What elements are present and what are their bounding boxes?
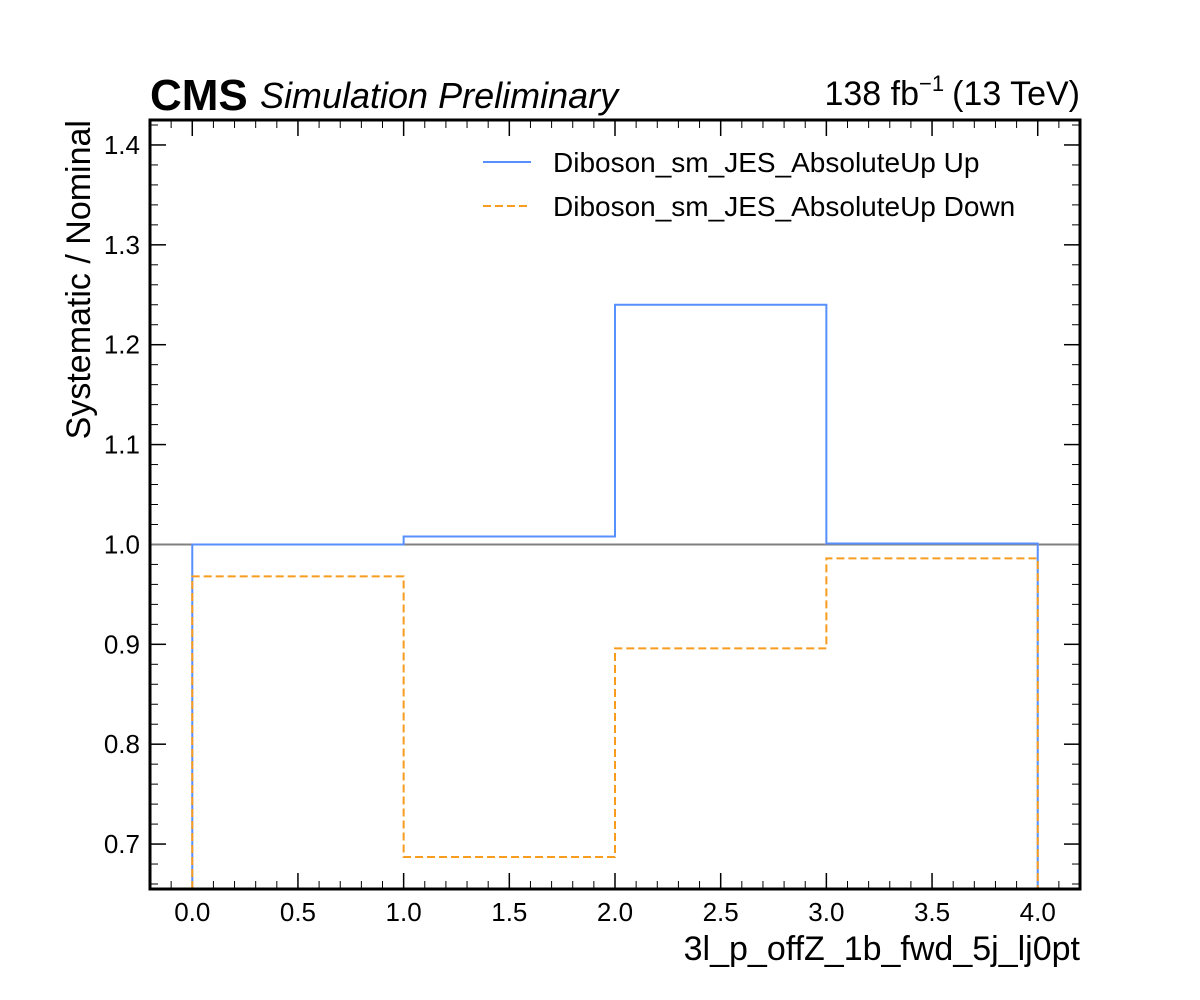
x-tick-label: 3.5 [914, 897, 950, 927]
y-axis-label: Systematic / Nominal [60, 120, 98, 439]
lumi-label: 138 fb−1 (13 TeV) [824, 71, 1080, 113]
lumi-value: 138 fb [824, 75, 919, 113]
y-tick-label: 1.1 [104, 430, 140, 460]
x-tick-label: 0.5 [280, 897, 316, 927]
y-tick-label: 1.3 [104, 230, 140, 260]
legend-label-up: Diboson_sm_JES_AbsoluteUp Up [553, 147, 979, 178]
y-tick-label: 1.2 [104, 330, 140, 360]
y-tick-label: 1.4 [104, 130, 140, 160]
x-tick-label: 2.5 [703, 897, 739, 927]
y-tick-label: 0.7 [104, 829, 140, 859]
axis-ticks: 0.0 0.5 1.0 1.5 2.0 2.5 3.0 3.5 4.0 0.7 0.8 0.9 1.0 1… [104, 120, 1081, 927]
x-tick-label: 4.0 [1020, 897, 1056, 927]
cms-label: CMS [150, 71, 248, 120]
legend: Diboson_sm_JES_AbsoluteUp Up Diboson_sm_… [483, 147, 1015, 222]
series-group [191, 303, 1039, 889]
plot-frame [148, 118, 1082, 891]
x-tick-label: 1.0 [386, 897, 422, 927]
x-tick-label: 0.0 [174, 897, 210, 927]
series-up-step [191, 303, 1039, 889]
x-tick-label: 3.0 [808, 897, 844, 927]
x-axis-label: 3l_p_offZ_1b_fwd_5j_lj0pt [684, 930, 1081, 968]
status-label: Simulation Preliminary [260, 75, 620, 116]
legend-label-down: Diboson_sm_JES_AbsoluteUp Down [553, 191, 1015, 222]
lumi-exponent: −1 [919, 71, 944, 96]
y-tick-label: 1.0 [104, 529, 140, 559]
x-tick-label: 1.5 [491, 897, 527, 927]
x-tick-label: 2.0 [597, 897, 633, 927]
y-tick-label: 0.8 [104, 729, 140, 759]
series-down-step [191, 557, 1039, 889]
energy-value: (13 TeV) [952, 75, 1080, 113]
y-tick-label: 0.9 [104, 629, 140, 659]
